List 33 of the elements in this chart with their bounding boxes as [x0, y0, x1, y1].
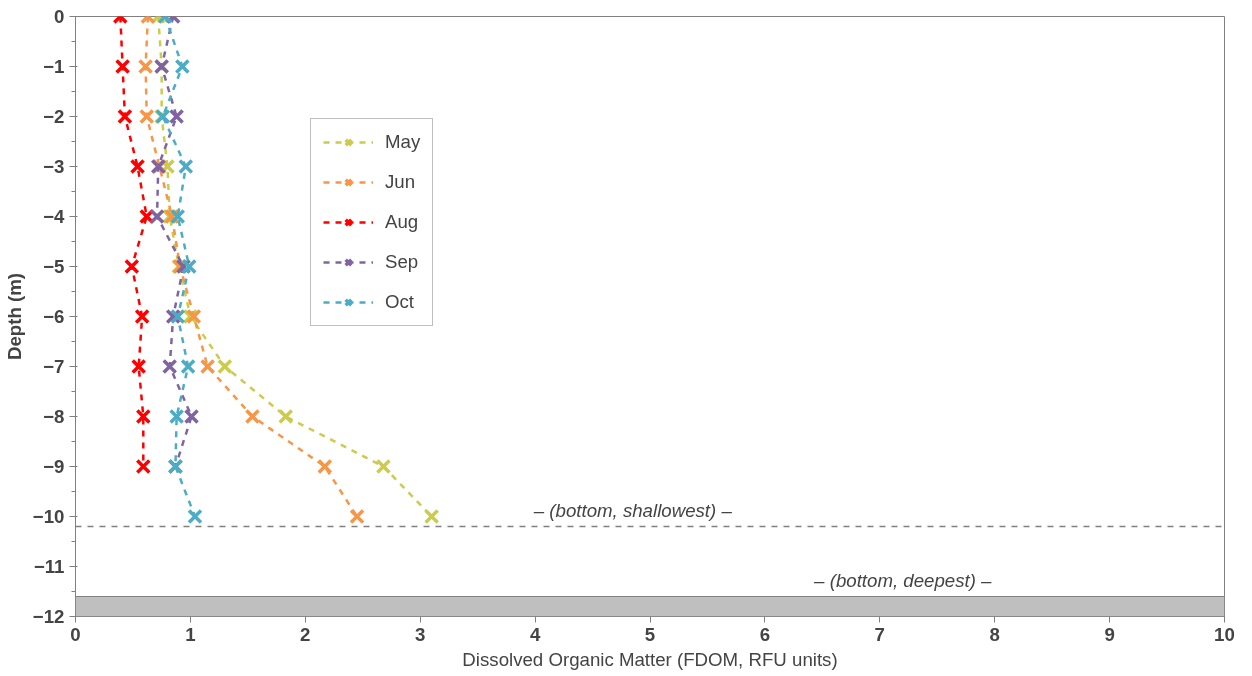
x-tick-label: 8	[989, 623, 1000, 645]
y-tick-label: −5	[43, 256, 65, 277]
y-tick-label: −6	[43, 306, 65, 327]
y-tick-label: −11	[33, 556, 65, 577]
x-tick-label: 3	[415, 623, 426, 645]
y-tick-label: −10	[32, 506, 65, 527]
x-tick-label: 5	[644, 623, 656, 645]
y-axis-title: Depth (m)	[3, 272, 25, 361]
legend-label: Jun	[385, 171, 416, 193]
y-tick-label: −4	[43, 206, 66, 227]
x-tick-label: 10	[1214, 623, 1235, 645]
y-tick-label: −8	[43, 406, 65, 427]
y-tick-label: −7	[43, 356, 65, 377]
x-tick-label: 6	[759, 623, 771, 645]
x-axis-title: Dissolved Organic Matter (FDOM, RFU units)	[462, 648, 838, 670]
y-tick-label: −2	[43, 106, 65, 127]
band-label: – (bottom, deepest) –	[813, 569, 993, 591]
legend-label: Aug	[385, 211, 419, 233]
y-tick-label: −3	[43, 156, 65, 177]
legend-label: Sep	[385, 251, 419, 273]
y-tick-label: −12	[32, 606, 65, 627]
y-tick-label: −1	[43, 56, 65, 77]
x-tick-label: 1	[185, 623, 196, 645]
ref-line-label: – (bottom, shallowest) –	[532, 499, 733, 521]
x-tick-label: 4	[529, 623, 541, 645]
legend-label: May	[385, 131, 421, 153]
y-tick-label: 0	[54, 6, 65, 27]
y-tick-label: −9	[43, 456, 65, 477]
legend-label: Oct	[385, 291, 415, 313]
x-tick-label: 9	[1104, 623, 1115, 645]
x-tick-label: 2	[300, 623, 311, 645]
x-tick-label: 7	[874, 623, 885, 645]
x-tick-label: 0	[70, 623, 81, 645]
